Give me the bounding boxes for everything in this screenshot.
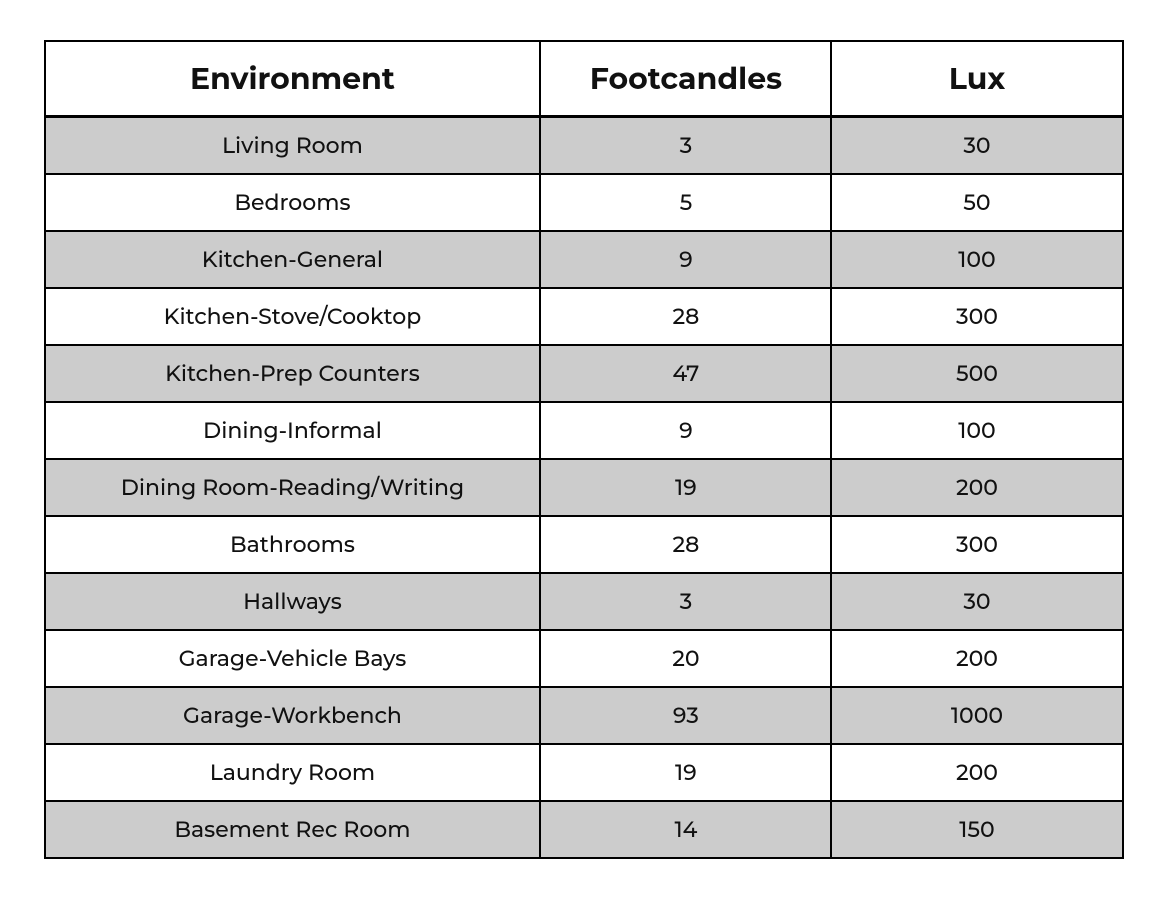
cell-lux: 30	[831, 573, 1122, 630]
col-header-footcandles: Footcandles	[540, 41, 831, 117]
cell-lux: 200	[831, 744, 1122, 801]
cell-lux: 100	[831, 402, 1122, 459]
cell-footcandles: 3	[540, 573, 831, 630]
lighting-levels-table: Environment Footcandles Lux Living Room …	[44, 40, 1124, 859]
cell-lux: 200	[831, 630, 1122, 687]
table-row: Kitchen-Prep Counters 47 500	[45, 345, 1123, 402]
table-row: Basement Rec Room 14 150	[45, 801, 1123, 858]
cell-footcandles: 47	[540, 345, 831, 402]
cell-environment: Garage-Vehicle Bays	[45, 630, 541, 687]
cell-lux: 300	[831, 516, 1122, 573]
table-row: Dining Room-Reading/Writing 19 200	[45, 459, 1123, 516]
cell-lux: 30	[831, 117, 1122, 175]
table-row: Garage-Workbench 93 1000	[45, 687, 1123, 744]
cell-environment: Basement Rec Room	[45, 801, 541, 858]
table-body: Living Room 3 30 Bedrooms 5 50 Kitchen-G…	[45, 117, 1123, 859]
table-header-row: Environment Footcandles Lux	[45, 41, 1123, 117]
cell-footcandles: 3	[540, 117, 831, 175]
cell-footcandles: 28	[540, 516, 831, 573]
cell-lux: 300	[831, 288, 1122, 345]
cell-environment: Bedrooms	[45, 174, 541, 231]
cell-footcandles: 19	[540, 459, 831, 516]
cell-footcandles: 5	[540, 174, 831, 231]
col-header-lux: Lux	[831, 41, 1122, 117]
cell-environment: Hallways	[45, 573, 541, 630]
cell-footcandles: 20	[540, 630, 831, 687]
cell-environment: Garage-Workbench	[45, 687, 541, 744]
cell-environment: Living Room	[45, 117, 541, 175]
cell-environment: Dining Room-Reading/Writing	[45, 459, 541, 516]
cell-footcandles: 19	[540, 744, 831, 801]
cell-environment: Laundry Room	[45, 744, 541, 801]
cell-footcandles: 28	[540, 288, 831, 345]
cell-environment: Kitchen-Prep Counters	[45, 345, 541, 402]
table-row: Bedrooms 5 50	[45, 174, 1123, 231]
table-row: Kitchen-General 9 100	[45, 231, 1123, 288]
cell-lux: 200	[831, 459, 1122, 516]
cell-footcandles: 9	[540, 402, 831, 459]
table-row: Garage-Vehicle Bays 20 200	[45, 630, 1123, 687]
cell-environment: Kitchen-General	[45, 231, 541, 288]
table-row: Kitchen-Stove/Cooktop 28 300	[45, 288, 1123, 345]
table-row: Bathrooms 28 300	[45, 516, 1123, 573]
cell-footcandles: 93	[540, 687, 831, 744]
cell-lux: 50	[831, 174, 1122, 231]
cell-environment: Bathrooms	[45, 516, 541, 573]
table-row: Dining-Informal 9 100	[45, 402, 1123, 459]
cell-environment: Kitchen-Stove/Cooktop	[45, 288, 541, 345]
cell-lux: 100	[831, 231, 1122, 288]
cell-footcandles: 9	[540, 231, 831, 288]
table-row: Living Room 3 30	[45, 117, 1123, 175]
cell-lux: 1000	[831, 687, 1122, 744]
cell-footcandles: 14	[540, 801, 831, 858]
cell-lux: 150	[831, 801, 1122, 858]
table-row: Laundry Room 19 200	[45, 744, 1123, 801]
table-row: Hallways 3 30	[45, 573, 1123, 630]
cell-environment: Dining-Informal	[45, 402, 541, 459]
cell-lux: 500	[831, 345, 1122, 402]
col-header-environment: Environment	[45, 41, 541, 117]
